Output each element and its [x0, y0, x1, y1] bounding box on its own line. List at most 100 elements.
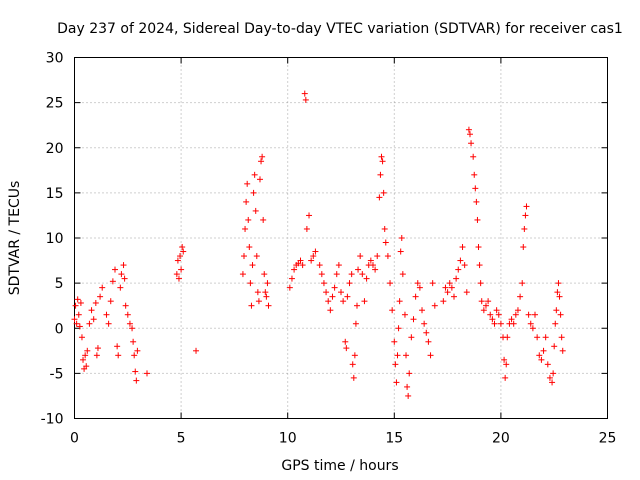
x-tick-label: 15 [385, 431, 403, 447]
data-point [262, 289, 269, 296]
data-point [376, 194, 383, 201]
data-point [323, 289, 330, 296]
data-point [406, 370, 413, 377]
data-point [80, 356, 87, 363]
data-point [299, 262, 306, 269]
data-point [504, 334, 511, 341]
data-point [105, 320, 112, 327]
data-point [474, 216, 481, 223]
data-point [173, 271, 180, 278]
y-tick-label: 30 [46, 51, 64, 67]
data-point [327, 307, 334, 314]
data-point [377, 171, 384, 178]
data-point [250, 189, 257, 196]
data-point [244, 180, 251, 187]
data-point [82, 352, 89, 359]
data-point [92, 299, 99, 306]
data-point [522, 212, 529, 219]
data-point [114, 343, 121, 350]
data-point [450, 293, 457, 300]
data-point [131, 352, 138, 359]
data-point [525, 311, 532, 318]
data-point [301, 90, 308, 97]
data-point [88, 307, 95, 314]
data-point [554, 289, 561, 296]
data-point [126, 320, 133, 327]
data-point [421, 320, 428, 327]
data-point [448, 284, 455, 291]
data-point [398, 235, 405, 241]
data-point [381, 225, 388, 232]
data-point [350, 374, 357, 381]
y-axis-label: SDTVAR / TECUs [7, 181, 23, 296]
data-point [252, 207, 259, 214]
data-point [459, 244, 466, 251]
data-point [242, 225, 249, 232]
data-point [442, 284, 449, 291]
data-point [416, 284, 423, 291]
data-point [514, 307, 521, 314]
data-point [440, 298, 447, 305]
data-point [86, 320, 93, 327]
data-point [120, 262, 127, 269]
data-points [71, 90, 566, 399]
data-point [532, 311, 539, 318]
data-point [542, 334, 549, 341]
data-point [397, 248, 404, 255]
data-point [355, 266, 362, 273]
plot-frame [74, 57, 608, 419]
data-point [263, 293, 270, 300]
data-point [379, 158, 386, 165]
data-point [124, 311, 131, 318]
data-point [316, 262, 323, 269]
data-point [107, 298, 114, 305]
data-point [340, 298, 347, 305]
y-tick-label: 10 [46, 231, 64, 247]
data-point [117, 284, 124, 291]
data-point [329, 293, 336, 300]
data-point [508, 316, 515, 323]
data-point [312, 248, 319, 255]
data-point [353, 302, 360, 309]
data-point [550, 370, 557, 377]
data-point [351, 352, 358, 359]
data-point [423, 329, 430, 336]
data-point [372, 266, 379, 273]
y-tick-label: 5 [55, 276, 64, 292]
data-point [489, 316, 496, 323]
y-tick-label: 25 [46, 96, 64, 112]
data-point [261, 271, 268, 278]
data-point [103, 311, 110, 318]
y-tick-label: -5 [50, 366, 64, 382]
data-point [453, 275, 460, 282]
data-point [425, 338, 432, 345]
data-point [551, 343, 558, 350]
data-point [246, 244, 253, 251]
data-point [90, 316, 97, 323]
data-point [512, 311, 519, 318]
data-point [177, 253, 184, 260]
data-point [99, 284, 106, 291]
data-point [253, 253, 260, 260]
data-point [112, 266, 119, 273]
data-point [306, 212, 313, 219]
data-point [325, 298, 332, 305]
data-point [536, 352, 543, 359]
data-point [245, 216, 252, 223]
data-point [259, 153, 266, 160]
data-point [387, 280, 394, 287]
axis-ticks [74, 57, 608, 419]
data-point [555, 280, 562, 287]
data-point [255, 298, 262, 305]
data-point [134, 347, 141, 354]
data-point [521, 225, 528, 232]
data-point [466, 131, 473, 138]
data-point [310, 253, 317, 260]
data-point [97, 293, 104, 300]
data-point [463, 289, 470, 296]
data-point [544, 361, 551, 368]
data-point [475, 244, 482, 251]
data-point [482, 302, 489, 309]
data-point [392, 361, 399, 368]
